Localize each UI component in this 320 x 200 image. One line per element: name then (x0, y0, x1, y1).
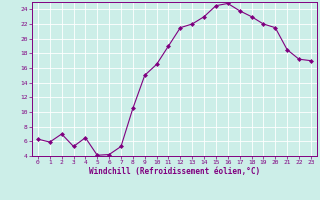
X-axis label: Windchill (Refroidissement éolien,°C): Windchill (Refroidissement éolien,°C) (89, 167, 260, 176)
